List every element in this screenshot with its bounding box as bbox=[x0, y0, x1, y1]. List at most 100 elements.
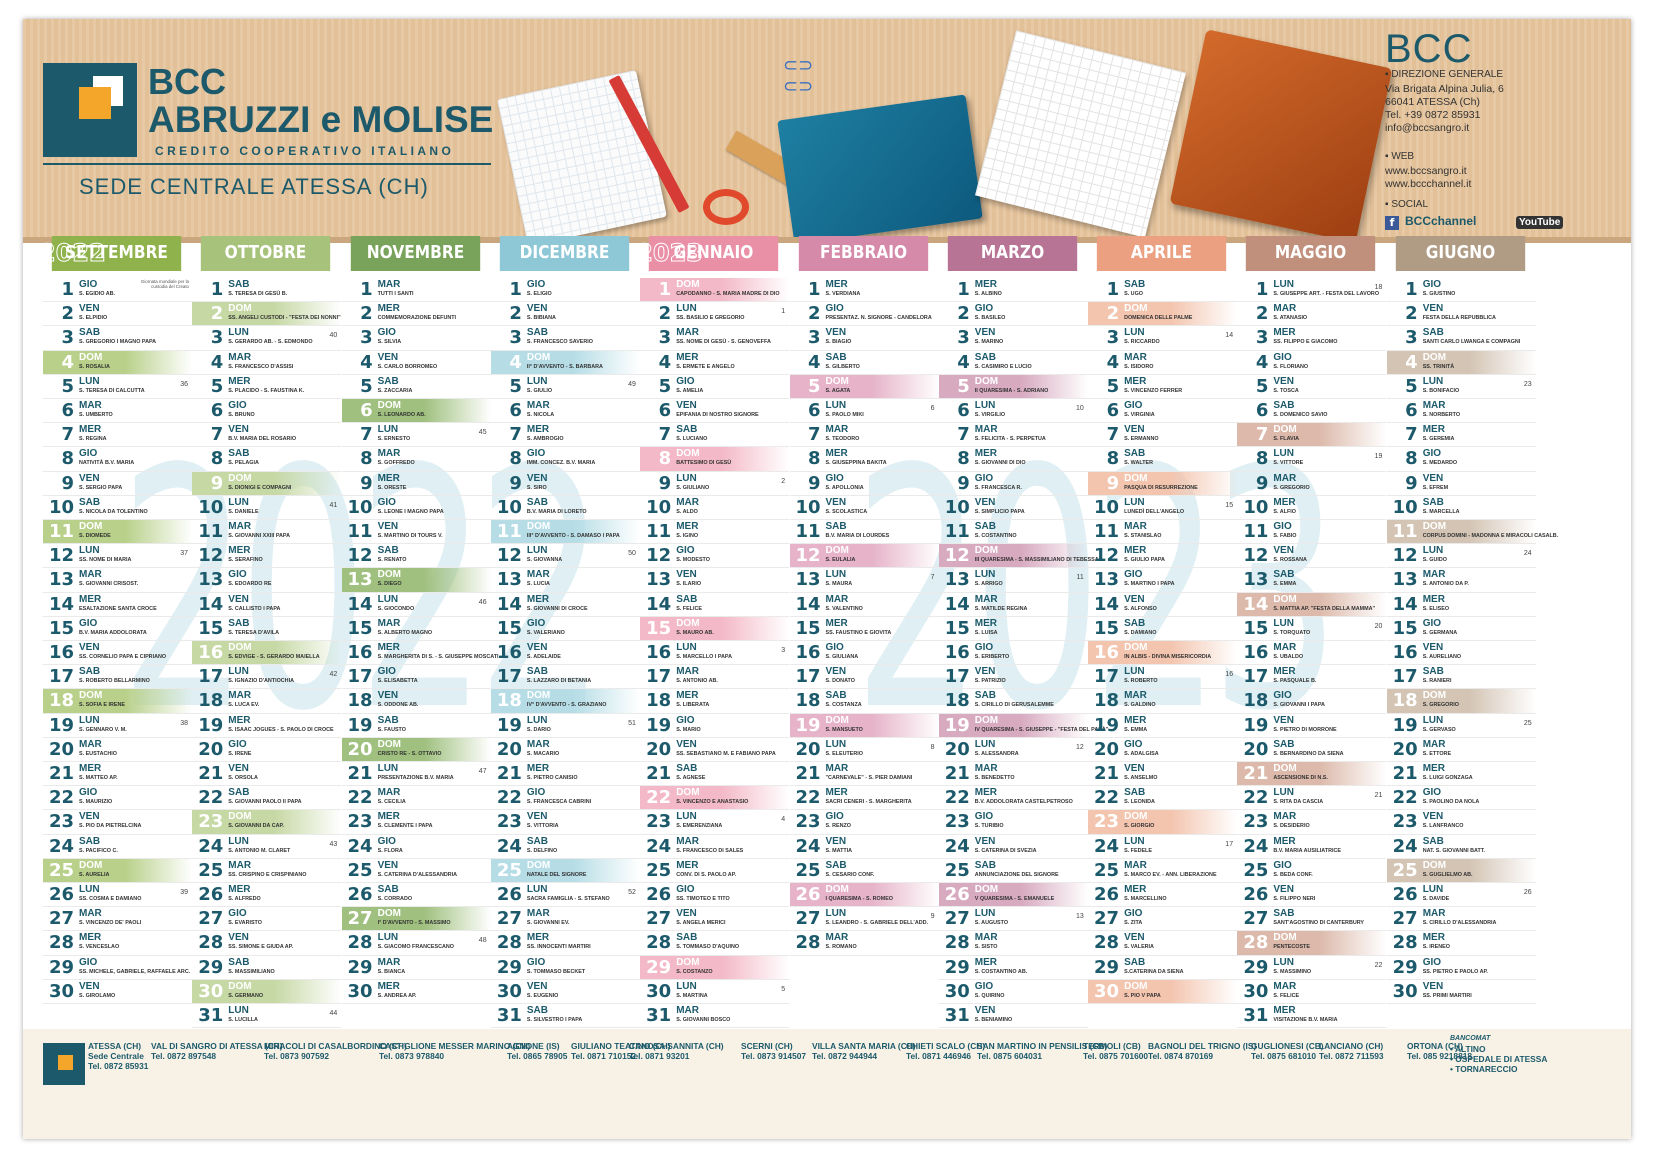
facebook-icon[interactable]: f bbox=[1385, 216, 1399, 230]
weekday-label: SAB bbox=[1273, 400, 1295, 411]
day-cell: 26 LUN SACRA FAMIGLIA - S. STEFANO 52 bbox=[490, 883, 640, 908]
day-number: 26 bbox=[48, 884, 74, 905]
month-column: NOVEMBRE 1 MAR TUTTI I SANTI 2 MER COMMEMORAZI… bbox=[341, 236, 499, 1026]
day-number: 3 bbox=[807, 327, 821, 349]
weekday-label: GIO bbox=[1422, 787, 1442, 799]
day-number: 17 bbox=[795, 666, 821, 688]
day-number: 22 bbox=[1392, 787, 1418, 809]
day-cell: 24 SAB S. DELFINO bbox=[490, 835, 640, 859]
weekday-label: GIO bbox=[1273, 351, 1292, 363]
weekday-label: GIO bbox=[974, 303, 994, 315]
day-number: 21 bbox=[646, 763, 672, 784]
day-cell: 13 MAR S. GIOVANNI CRISOST. bbox=[43, 568, 192, 593]
paperclips-illustration: ⊂⊃ ⊂⊃ bbox=[783, 55, 814, 97]
weekday-label: MER bbox=[79, 593, 102, 605]
saint-label: IV° D'AVVENTO - S. GRAZIANO bbox=[526, 702, 607, 709]
day-cell: 4 GIO S. FLORIANO bbox=[1237, 351, 1387, 375]
day-number: 21 bbox=[1392, 763, 1418, 784]
saint-label: SS. ANGELI CUSTODI - "FESTA DEI NONNI" bbox=[228, 315, 341, 322]
weekday-label: LUN bbox=[1422, 884, 1444, 895]
day-number: 19 bbox=[795, 714, 821, 736]
weekday-label: VEN bbox=[1273, 714, 1294, 726]
day-cell: 29 DOM S. COSTANZO bbox=[640, 955, 790, 980]
day-number: 13 bbox=[198, 569, 224, 591]
email-link[interactable]: info@bccsangro.it bbox=[1385, 122, 1470, 134]
saint-label: S. EUGENIO bbox=[526, 992, 559, 999]
day-number: 8 bbox=[360, 448, 373, 470]
weekday-label: SAB bbox=[526, 327, 549, 339]
saint-label: IMM. CONCEZ. B.V. MARIA bbox=[526, 460, 596, 467]
day-cell: 14 MER S. GIOVANNI DI CROCE bbox=[490, 593, 640, 617]
saint-label: S. PIO DA PIETRELCINA bbox=[79, 823, 142, 830]
saint-label: S. ISAAC JOGUES - S. PAOLO DI CROCE bbox=[228, 726, 334, 733]
branch-line2: Tel. 085 9218818 bbox=[1407, 1051, 1473, 1061]
day-cell: 3 SAB S. GREGORIO I MAGNO PAPA bbox=[43, 326, 192, 351]
day-cell: 6 LUN S. PAOLO MIKI 6 bbox=[789, 399, 939, 424]
day-number: 18 bbox=[1243, 690, 1269, 712]
day-number: 20 bbox=[944, 738, 970, 760]
day-number: 30 bbox=[198, 980, 224, 1002]
saint-label: S. DESIDERIO bbox=[1273, 823, 1310, 830]
weekday-label: GIO bbox=[676, 884, 695, 895]
day-cell: 14 MAR S. VALENTINO bbox=[789, 593, 939, 617]
branch-entry: SCERNI (CH) Tel. 0873 914507 bbox=[741, 1041, 806, 1061]
day-number: 17 bbox=[496, 666, 522, 688]
day-number: 12 bbox=[944, 545, 970, 567]
day-number: 22 bbox=[347, 787, 373, 809]
weekday-label: SAB bbox=[1422, 496, 1444, 508]
day-cell: 18 SAB S. COSTANZA bbox=[789, 689, 939, 714]
weekday-label: SAB bbox=[228, 787, 250, 799]
day-cell: 22 GIO S. MAURIZIO bbox=[43, 786, 192, 811]
saint-label: S. FELICE bbox=[1273, 992, 1300, 999]
saint-label: S. SERAFINO bbox=[228, 557, 263, 564]
saint-label: S. EULALIA bbox=[825, 557, 856, 564]
saint-label: S. SISTO bbox=[974, 944, 998, 951]
week-number: 51 bbox=[628, 719, 636, 727]
weekday-label: DOM bbox=[1124, 642, 1148, 653]
day-number: 18 bbox=[48, 690, 74, 712]
weekday-label: LUN bbox=[377, 932, 399, 944]
saint-label: S. FLAVIA bbox=[1273, 436, 1300, 443]
weekday-label: VEN bbox=[1124, 424, 1145, 436]
web-link[interactable]: www.bccchannel.it bbox=[1385, 178, 1472, 190]
day-number: 5 bbox=[360, 375, 373, 397]
day-cell: 14 LUN S. GIOCONDO 46 bbox=[341, 593, 491, 617]
day-cell: 7 MER S. AMBROGIO bbox=[490, 423, 640, 448]
day-cell: 3 LUN S. RICCARDO 14 bbox=[1088, 326, 1238, 351]
day-cell: 21 MER S. MATTEO AP. bbox=[43, 762, 192, 787]
saint-label: S. DANIELE bbox=[228, 508, 259, 515]
day-number: 22 bbox=[496, 787, 522, 809]
day-cell: 17 MAR S. ANTONIO AB. bbox=[640, 665, 790, 690]
bancomat-location: • OSPEDALE DI ATESSA bbox=[1450, 1054, 1548, 1064]
day-number: 30 bbox=[646, 980, 672, 1002]
weekday-label: MAR bbox=[676, 1005, 699, 1016]
day-number: 16 bbox=[1392, 642, 1418, 663]
bccchannel-logo[interactable]: BCCchannel bbox=[1405, 214, 1477, 228]
day-number: 8 bbox=[957, 448, 970, 470]
day-cell: 12 MER S. GIULIO PAPA bbox=[1088, 544, 1238, 569]
day-number: 19 bbox=[496, 714, 522, 736]
weekday-label: MAR bbox=[228, 351, 252, 363]
day-cell: 25 DOM NATALE DEL SIGNORE bbox=[490, 858, 640, 883]
saint-label: SACRI CENERI - S. MARGHERITA bbox=[825, 799, 912, 806]
saint-label: S. ELPIDIO bbox=[79, 315, 108, 322]
saint-label: S. MASSIMILIANO bbox=[228, 968, 275, 975]
saint-label: SS. COSMA E DAMIANO bbox=[79, 896, 142, 902]
web-link[interactable]: www.bccsangro.it bbox=[1385, 165, 1467, 177]
day-cell: 26 DOM I QUARESIMA - S. ROMEO bbox=[789, 883, 939, 908]
year-label: 2022 bbox=[39, 239, 107, 268]
weekday-label: MER bbox=[228, 545, 251, 557]
day-cell: 15 GIO B.V. MARIA ADDOLORATA bbox=[43, 617, 192, 641]
day-cell: 10 MAR S. ALDO bbox=[640, 496, 790, 520]
weekday-label: MER bbox=[974, 448, 998, 460]
week-number: 19 bbox=[1374, 453, 1383, 461]
weekday-label: MER bbox=[974, 617, 998, 629]
youtube-icon[interactable]: YouTube bbox=[1516, 216, 1564, 229]
saint-label: S. ANTONIO AB. bbox=[676, 678, 718, 685]
saint-label: VISITAZIONE B.V. MARIA bbox=[1273, 1017, 1338, 1023]
saint-label: S. EMMA bbox=[1273, 581, 1297, 588]
saint-label: S. GEREMIA bbox=[1422, 436, 1455, 443]
weekday-label: VEN bbox=[825, 496, 847, 508]
weekday-label: LUN bbox=[676, 472, 697, 484]
weekday-label: MAR bbox=[79, 738, 102, 750]
